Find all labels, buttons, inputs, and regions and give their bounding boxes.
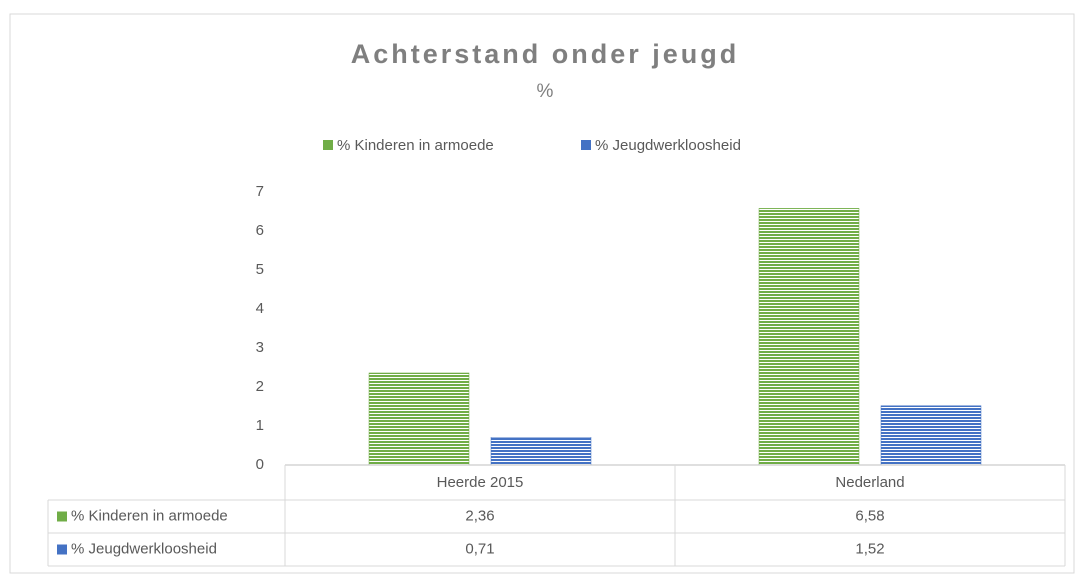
legend-label: % Kinderen in armoede [337, 137, 494, 154]
y-tick-label: 0 [256, 456, 264, 473]
table-value: 6,58 [855, 507, 884, 524]
table-value: 0,71 [465, 540, 494, 557]
table-legend-swatch [57, 544, 67, 555]
x-tick-label: Nederland [835, 474, 904, 491]
legend-swatch [323, 140, 333, 150]
y-tick-label: 6 [256, 222, 264, 239]
y-tick-label: 5 [256, 261, 264, 278]
table-row-label: % Kinderen in armoede [71, 507, 228, 524]
bar [758, 208, 860, 466]
legend-label: % Jeugdwerkloosheid [595, 137, 741, 154]
y-tick-label: 2 [256, 378, 264, 395]
table-legend-swatch [57, 511, 67, 522]
bar [880, 405, 982, 466]
chart-subtitle: % [537, 81, 554, 102]
y-tick-label: 3 [256, 339, 264, 356]
chart-title: Achterstand onder jeugd [351, 39, 740, 69]
table-value: 2,36 [465, 507, 494, 524]
x-tick-label: Heerde 2015 [437, 474, 524, 491]
y-tick-label: 4 [256, 300, 264, 317]
table-row-label: % Jeugdwerkloosheid [71, 540, 217, 557]
table-value: 1,52 [855, 540, 884, 557]
y-tick-label: 1 [256, 417, 264, 434]
bar [368, 372, 470, 466]
legend-swatch [581, 140, 591, 150]
bar [490, 437, 592, 466]
chart-frame [9, 13, 1075, 574]
y-tick-label: 7 [256, 183, 264, 200]
